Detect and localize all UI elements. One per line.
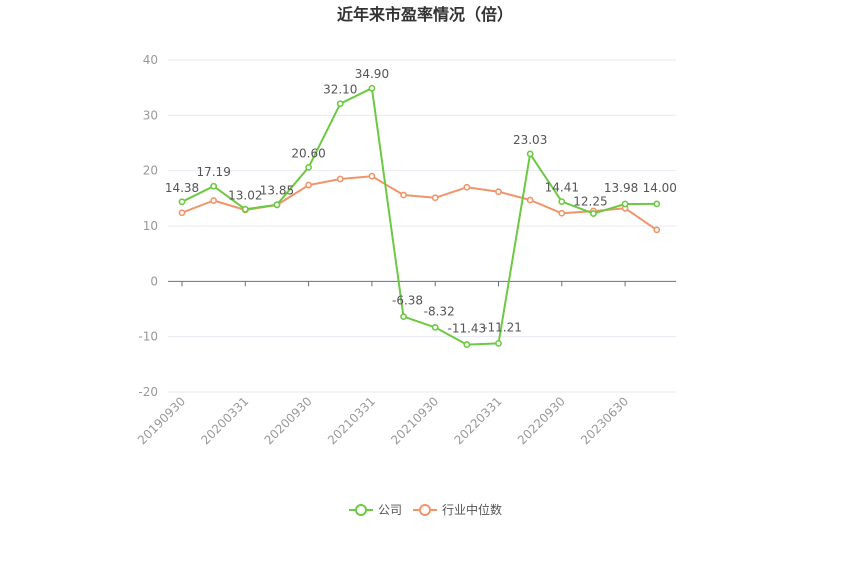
data-point[interactable] (336, 100, 344, 108)
data-label: -11.21 (483, 320, 522, 334)
y-tick-label: 20 (143, 164, 158, 178)
data-label: 13.85 (260, 184, 294, 198)
data-point[interactable] (431, 323, 439, 331)
x-tick-label: 20200930 (262, 394, 315, 447)
y-tick-label: 30 (143, 108, 158, 122)
data-point[interactable] (526, 196, 534, 204)
data-label: 17.19 (196, 165, 230, 179)
y-tick-label: 10 (143, 219, 158, 233)
data-point[interactable] (653, 226, 661, 234)
data-point[interactable] (368, 84, 376, 92)
y-tick-label: -10 (138, 330, 158, 344)
x-axis (168, 280, 676, 287)
data-label: 13.02 (228, 188, 262, 202)
x-tick-label: 20210331 (325, 394, 378, 447)
data-point[interactable] (463, 183, 471, 191)
x-tick-label: 20190930 (135, 394, 188, 447)
data-point[interactable] (178, 209, 186, 217)
data-point[interactable] (621, 200, 629, 208)
data-point[interactable] (368, 172, 376, 180)
series-lines (178, 84, 661, 348)
data-point[interactable] (558, 209, 566, 217)
x-tick-label: 20220331 (452, 394, 505, 447)
x-tick-label: 20210930 (388, 394, 441, 447)
data-label: -11.43 (448, 322, 487, 336)
data-point[interactable] (400, 313, 407, 321)
y-tick-label: -20 (138, 385, 158, 399)
data-point[interactable] (400, 191, 407, 199)
data-point[interactable] (495, 188, 502, 196)
x-tick-label: 20200331 (198, 394, 251, 447)
data-label: 32.10 (323, 83, 357, 97)
data-point[interactable] (526, 150, 534, 158)
grid-lines (168, 59, 676, 393)
x-axis-ticks: 20190930 20200331 20200930 20210331 20210930… (135, 394, 631, 447)
chart-title: 近年来市盈率情况（倍） (337, 5, 513, 24)
data-label: -6.38 (392, 294, 423, 308)
data-label: 13.98 (604, 181, 638, 195)
data-point[interactable] (653, 200, 661, 208)
legend-item-0[interactable]: 公司 (349, 503, 402, 517)
data-label: 34.90 (355, 67, 389, 81)
data-label: 14.00 (643, 181, 677, 195)
data-point[interactable] (463, 341, 471, 348)
legend-marker-icon (419, 504, 431, 516)
legend-label: 行业中位数 (442, 502, 502, 517)
y-tick-label: 40 (143, 53, 158, 67)
legend[interactable]: 公司 行业中位数 (349, 502, 502, 517)
x-tick-label: 20220930 (515, 394, 568, 447)
data-point[interactable] (558, 198, 566, 205)
data-point[interactable] (590, 210, 597, 217)
data-label: 23.03 (513, 133, 547, 147)
data-label: -8.32 (424, 304, 455, 318)
data-label: 20.60 (291, 146, 325, 160)
data-label: 14.41 (545, 181, 579, 195)
data-label: 12.25 (573, 195, 607, 209)
legend-label: 公司 (378, 503, 402, 517)
data-point[interactable] (305, 181, 312, 189)
data-point[interactable] (210, 182, 218, 190)
x-tick-label: 20230630 (578, 394, 631, 447)
legend-marker-icon (355, 504, 367, 516)
data-point[interactable] (431, 194, 439, 202)
data-label: 14.38 (165, 181, 199, 195)
data-point[interactable] (210, 197, 218, 204)
data-point[interactable] (305, 163, 312, 171)
data-point[interactable] (178, 198, 186, 206)
data-point[interactable] (495, 339, 502, 347)
data-point[interactable] (273, 201, 281, 209)
legend-item-1[interactable]: 行业中位数 (413, 502, 502, 517)
series-line (181, 87, 657, 346)
y-tick-label: 0 (150, 274, 158, 288)
data-point[interactable] (241, 205, 249, 213)
data-point[interactable] (336, 175, 344, 183)
series-0 (178, 84, 661, 348)
y-axis-ticks: 40 30 20 10 0 -10 -20 (138, 53, 158, 399)
